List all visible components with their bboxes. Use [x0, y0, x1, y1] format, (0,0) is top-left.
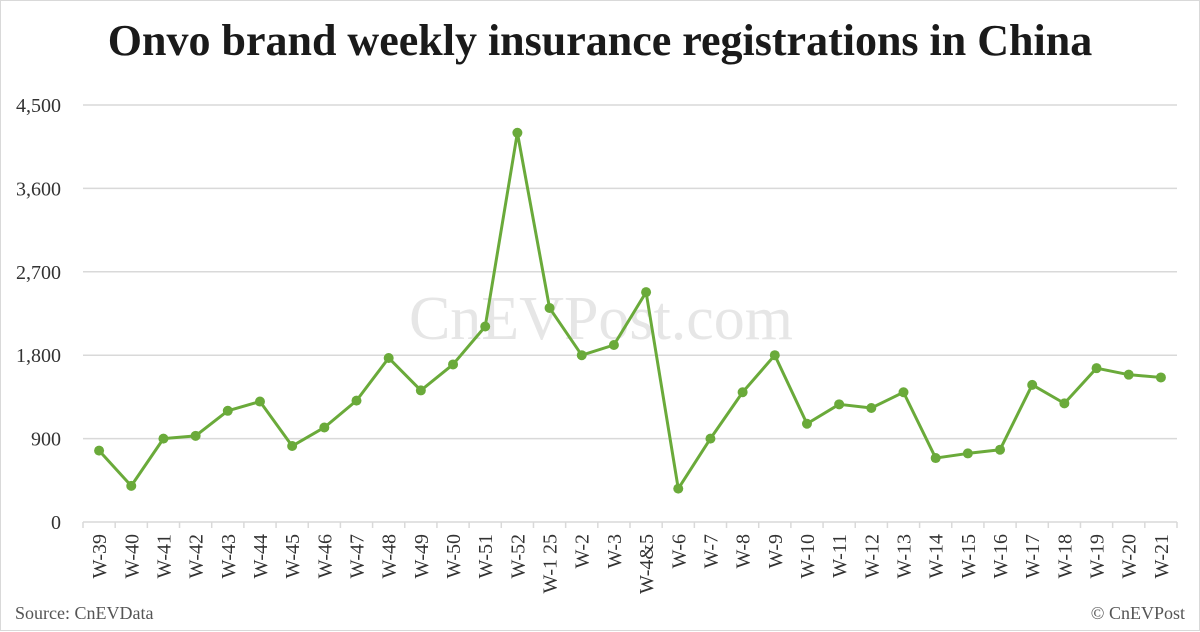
data-point — [769, 350, 780, 361]
x-tick-label: W-51 — [475, 534, 497, 578]
x-tick-label: W-13 — [894, 534, 916, 578]
x-tick-label: W-42 — [186, 534, 208, 578]
data-point — [1027, 379, 1038, 390]
x-tick-label: W-3 — [604, 534, 626, 568]
data-point — [641, 287, 652, 298]
x-tick-label: W-15 — [958, 534, 980, 578]
x-tick-label: W-52 — [507, 534, 529, 578]
x-tick-label: W-48 — [379, 534, 401, 578]
data-point — [126, 480, 137, 491]
x-tick-label: W-6 — [668, 534, 690, 568]
data-point — [158, 433, 169, 444]
copyright-note: © CnEVPost — [1090, 603, 1185, 623]
y-tick-label: 2,700 — [16, 262, 61, 284]
data-point — [544, 302, 555, 313]
x-tick-label: W-50 — [443, 534, 465, 578]
data-point — [190, 430, 201, 441]
data-point — [351, 395, 362, 406]
data-point — [962, 448, 973, 459]
data-point — [1123, 369, 1134, 380]
y-tick-label: 3,600 — [16, 178, 61, 200]
data-point — [1059, 398, 1070, 409]
data-point — [415, 385, 426, 396]
x-tick-label: W-18 — [1054, 534, 1076, 578]
x-tick-label: W-8 — [733, 534, 755, 568]
data-point — [1155, 372, 1166, 383]
x-tick-label: W-47 — [347, 534, 369, 578]
x-tick-label: W-41 — [153, 534, 175, 578]
x-tick-label: W-21 — [1151, 534, 1173, 578]
x-tick-label: W-1 25 — [540, 534, 562, 593]
x-tick-label: W-9 — [765, 534, 787, 568]
x-tick-label: W-44 — [250, 534, 272, 578]
data-point — [254, 396, 265, 407]
data-point — [480, 321, 491, 332]
x-tick-label: W-7 — [700, 534, 722, 568]
data-point — [801, 418, 812, 429]
x-tick-label: W-4&5 — [636, 534, 658, 594]
watermark: CnEVPost.com — [409, 285, 793, 353]
data-point — [866, 403, 877, 414]
data-point — [995, 444, 1006, 455]
data-point — [898, 387, 909, 398]
x-tick-label: W-2 — [572, 534, 594, 568]
data-point — [319, 422, 330, 433]
series-line — [97, 131, 1162, 491]
data-point — [930, 453, 941, 464]
y-tick-label: 1,800 — [16, 345, 61, 367]
data-point — [287, 441, 298, 452]
data-point — [737, 387, 748, 398]
x-tick-label: W-16 — [990, 534, 1012, 578]
data-point — [1091, 363, 1102, 374]
x-tick-label: W-10 — [797, 534, 819, 578]
y-tick-label: 900 — [31, 429, 61, 451]
data-point — [94, 445, 105, 456]
data-point — [834, 399, 845, 410]
y-tick-label: 0 — [51, 512, 61, 534]
x-tick-label: W-20 — [1119, 534, 1141, 578]
data-point — [512, 127, 523, 138]
data-point — [448, 359, 459, 370]
x-tick-label: W-39 — [89, 534, 111, 578]
x-tick-label: W-12 — [861, 534, 883, 578]
x-tick-label: W-43 — [218, 534, 240, 578]
data-point — [576, 350, 587, 361]
data-point — [673, 483, 684, 494]
x-tick-label: W-49 — [411, 534, 433, 578]
data-point — [222, 405, 233, 416]
x-tick-label: W-17 — [1022, 534, 1044, 578]
chart-title: Onvo brand weekly insurance registration… — [107, 16, 1093, 65]
x-tick-label: W-45 — [282, 534, 304, 578]
x-tick-label: W-40 — [121, 534, 143, 578]
data-point — [705, 433, 716, 444]
x-tick-label: W-11 — [829, 534, 851, 578]
x-tick-label: W-14 — [926, 534, 948, 578]
y-tick-label: 4,500 — [16, 95, 61, 117]
source-note: Source: CnEVData — [15, 603, 154, 623]
x-tick-label: W-46 — [314, 534, 336, 578]
data-point — [383, 352, 394, 363]
data-point — [608, 340, 619, 351]
x-tick-label: W-19 — [1087, 534, 1109, 578]
